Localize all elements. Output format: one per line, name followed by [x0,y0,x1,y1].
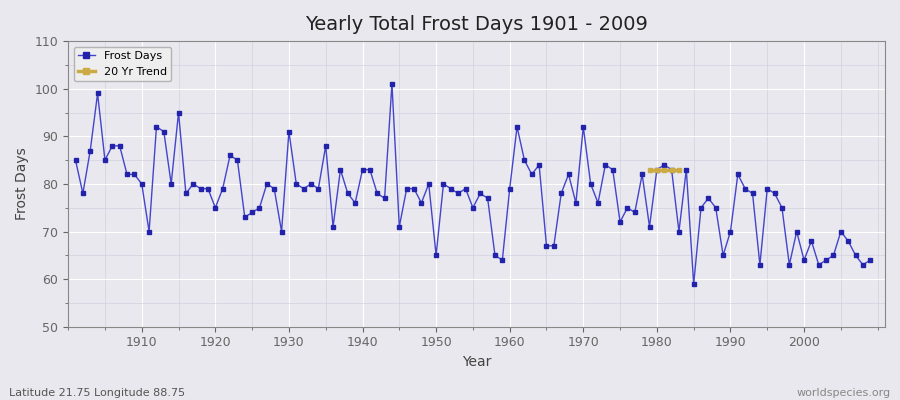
20 Yr Trend [644,167,655,172]
Line: Frost Days: Frost Days [74,82,872,286]
Frost Days [688,282,699,286]
Title: Yearly Total Frost Days 1901 - 2009: Yearly Total Frost Days 1901 - 2009 [305,15,648,34]
20 Yr Trend [673,167,684,172]
Y-axis label: Frost Days: Frost Days [15,148,29,220]
Frost Days [512,124,523,129]
Legend: Frost Days, 20 Yr Trend: Frost Days, 20 Yr Trend [74,47,171,81]
Frost Days [504,186,515,191]
Frost Days [291,182,302,186]
X-axis label: Year: Year [462,355,491,369]
Frost Days [129,172,140,177]
20 Yr Trend [652,167,662,172]
Frost Days [70,158,81,162]
Frost Days [386,82,397,86]
Frost Days [600,162,611,167]
Frost Days [865,258,876,262]
Frost Days [335,167,346,172]
20 Yr Trend [659,167,670,172]
Text: worldspecies.org: worldspecies.org [796,388,891,398]
Text: Latitude 21.75 Longitude 88.75: Latitude 21.75 Longitude 88.75 [9,388,185,398]
20 Yr Trend [666,167,677,172]
Line: 20 Yr Trend: 20 Yr Trend [647,168,681,172]
